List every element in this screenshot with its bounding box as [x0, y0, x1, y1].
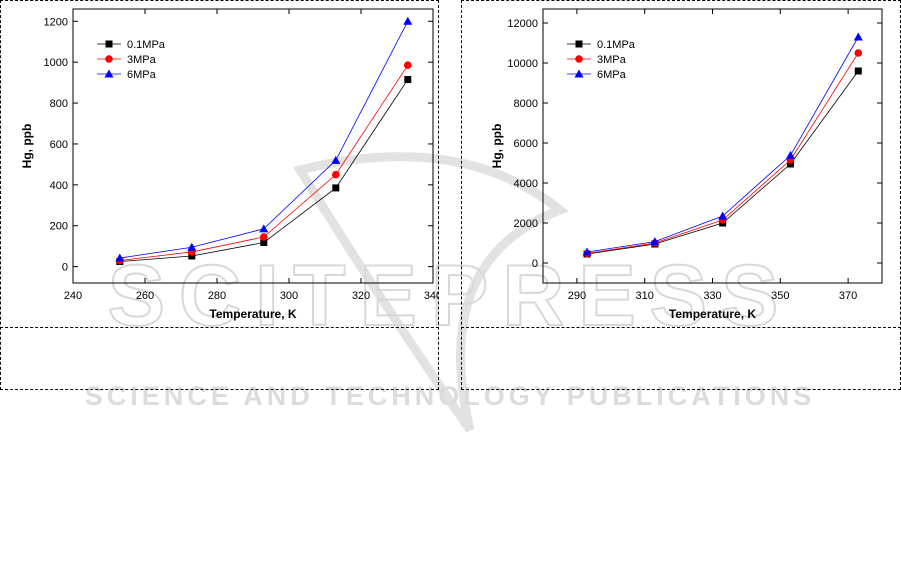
- data-point-3MPa: [404, 61, 412, 70]
- data-point-3MPa: [332, 170, 340, 179]
- data-point-0.1MPa: [854, 67, 862, 75]
- data-point-6MPa: [785, 150, 795, 159]
- data-point-0.1MPa: [188, 252, 196, 260]
- y-tick-label: 0: [62, 262, 68, 274]
- y-tick-label: 800: [50, 98, 68, 110]
- y-tick-label: 1000: [44, 57, 68, 69]
- plot-frame: [72, 8, 434, 284]
- data-point-6MPa: [115, 253, 125, 262]
- x-axis-label: Temperature, K: [669, 307, 756, 321]
- data-point-6MPa: [331, 155, 341, 164]
- chart-right: 290 310 330 350 370 0 2000 4000 6000 8000 10000 120…: [490, 8, 883, 321]
- x-axis-label: Temperature, K: [209, 307, 296, 321]
- data-point-6MPa: [259, 224, 269, 233]
- watermark-small-text: SCIENCE AND TECHNOLOGY PUBLICATIONS: [85, 381, 816, 411]
- panel-divider-right: [461, 327, 901, 328]
- x-tick-label: 260: [136, 290, 154, 302]
- x-tick-label: 290: [568, 290, 586, 302]
- panel-divider-left: [0, 327, 439, 328]
- y-tick-label: 400: [50, 180, 68, 192]
- y-tick-label: 1200: [44, 16, 68, 28]
- x-tick-label: 320: [352, 290, 370, 302]
- x-tick-label: 330: [703, 290, 721, 302]
- legend-marker-3MPa: [575, 55, 583, 63]
- plot-frame: [542, 8, 883, 284]
- legend-label: 3MPa: [597, 54, 627, 66]
- data-point-6MPa: [853, 32, 863, 41]
- legend-marker-0.1MPa: [575, 40, 583, 48]
- legend-label: 0.1MPa: [597, 39, 636, 51]
- data-point-0.1MPa: [404, 76, 412, 84]
- legend-label: 3MPa: [127, 54, 157, 66]
- y-tick-label: 0: [532, 258, 538, 270]
- legend-marker-0.1MPa: [105, 40, 113, 48]
- data-point-0.1MPa: [786, 160, 794, 168]
- data-point-6MPa: [718, 211, 728, 220]
- y-tick-label: 200: [50, 221, 68, 233]
- y-tick-label: 8000: [514, 98, 538, 110]
- figure-panel-left: 240 260 280 300 320 340 0 200 400 600 800 1000 1200 T…: [0, 0, 439, 390]
- series-line-6MPa: [119, 21, 409, 259]
- data-point-3MPa: [260, 233, 268, 241]
- x-tick-label: 240: [64, 290, 82, 302]
- figure-panel-right: 290 310 330 350 370 0 2000 4000 6000 8000 10000 120…: [461, 0, 901, 390]
- data-point-0.1MPa: [260, 239, 268, 247]
- series-line-0.1MPa: [587, 70, 859, 255]
- legend-label: 6MPa: [127, 69, 157, 81]
- data-point-6MPa: [650, 237, 660, 246]
- watermark-swoosh: [292, 152, 569, 433]
- legend-marker-6MPa: [574, 69, 584, 78]
- x-tick-label: 300: [280, 290, 298, 302]
- data-point-6MPa: [582, 247, 592, 256]
- y-tick-label: 10000: [507, 58, 538, 70]
- legend-label: 6MPa: [597, 69, 627, 81]
- y-tick-label: 2000: [514, 218, 538, 230]
- y-tick-label: 6000: [514, 138, 538, 150]
- legend-marker-3MPa: [105, 55, 113, 63]
- data-point-0.1MPa: [332, 184, 340, 192]
- data-point-6MPa: [187, 242, 197, 251]
- y-axis-label: Hg, ppb: [20, 124, 34, 169]
- y-axis-label: Hg, ppb: [490, 124, 504, 169]
- y-tick-label: 12000: [507, 18, 538, 30]
- watermark-large-text: SCITEPRESS: [108, 248, 793, 344]
- chart-left: 240 260 280 300 320 340 0 200 400 600 800 1000 1200 T…: [20, 8, 438, 321]
- x-tick-label: 310: [636, 290, 654, 302]
- y-tick-label: 4000: [514, 178, 538, 190]
- data-point-6MPa: [403, 16, 413, 25]
- x-tick-label: 370: [839, 290, 857, 302]
- x-tick-label: 280: [208, 290, 226, 302]
- y-tick-label: 600: [50, 139, 68, 151]
- data-point-3MPa: [854, 49, 863, 57]
- legend-marker-6MPa: [104, 69, 114, 78]
- legend-label: 0.1MPa: [127, 39, 166, 51]
- x-tick-label: 350: [771, 290, 789, 302]
- x-tick-label: 340: [424, 290, 438, 302]
